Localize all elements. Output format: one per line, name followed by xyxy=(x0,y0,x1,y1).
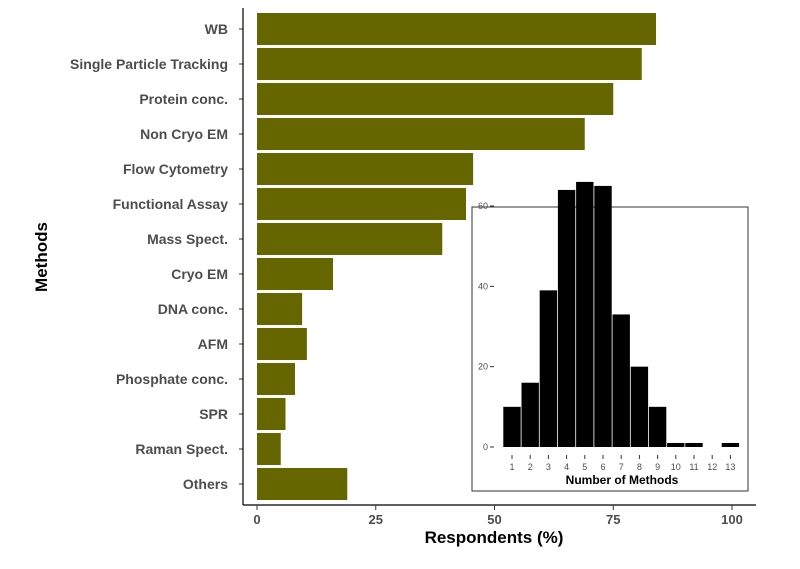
y-axis-title: Methods xyxy=(32,222,51,292)
category-label: Single Particle Tracking xyxy=(70,56,228,72)
bar xyxy=(257,153,474,185)
bar xyxy=(257,398,286,430)
histogram-bar xyxy=(521,382,539,447)
inset-x-tick-label: 5 xyxy=(582,462,587,472)
histogram-bar xyxy=(594,185,612,447)
inset-y-tick-label: 40 xyxy=(478,281,488,291)
category-label: Non Cryo EM xyxy=(140,126,228,142)
category-label: Phosphate conc. xyxy=(116,371,228,387)
category-label: DNA conc. xyxy=(158,301,228,317)
main-axes xyxy=(242,8,756,506)
inset-x-tick-label: 12 xyxy=(707,462,717,472)
x-axis-title: Respondents (%) xyxy=(425,528,564,547)
category-label: Mass Spect. xyxy=(147,231,228,247)
histogram-bar xyxy=(557,189,576,447)
main-bar-group xyxy=(257,13,656,500)
inset-x-tick-label: 13 xyxy=(725,462,735,472)
bar xyxy=(257,188,466,220)
bar xyxy=(257,363,295,395)
category-label: Raman Spect. xyxy=(135,441,228,457)
inset-y-tick-group: 0 20 40 60 xyxy=(478,201,494,452)
category-label-group: WB Single Particle Tracking Protein conc. N… xyxy=(70,21,243,492)
x-tick-label: 75 xyxy=(606,512,620,527)
inset-y-tick-label: 0 xyxy=(483,442,488,452)
x-tick-label: 50 xyxy=(487,512,501,527)
bar xyxy=(257,118,585,150)
x-tick-label: 0 xyxy=(253,512,260,527)
histogram-bar xyxy=(539,290,558,447)
category-label: Functional Assay xyxy=(113,196,229,212)
bar xyxy=(257,48,642,80)
x-tick-label: 25 xyxy=(369,512,383,527)
inset-x-tick-label: 10 xyxy=(671,462,681,472)
histogram-bar xyxy=(648,406,667,447)
inset-x-tick-label: 1 xyxy=(509,462,514,472)
bar xyxy=(257,293,303,325)
inset-x-tick-label: 3 xyxy=(546,462,551,472)
bar xyxy=(257,223,443,255)
inset-x-tick-label: 2 xyxy=(528,462,533,472)
inset-y-tick-label: 60 xyxy=(478,201,488,211)
bar xyxy=(257,258,333,290)
inset-x-tick-label: 6 xyxy=(600,462,605,472)
inset-x-tick-label: 8 xyxy=(637,462,642,472)
bar xyxy=(257,468,348,500)
category-label: Protein conc. xyxy=(139,91,228,107)
x-tick-label: 100 xyxy=(721,512,743,527)
inset-x-tick-label: 7 xyxy=(619,462,624,472)
inset-bar-group xyxy=(503,181,740,447)
histogram-bar xyxy=(721,442,740,447)
histogram-bar xyxy=(503,406,521,447)
histogram-bar xyxy=(576,181,594,447)
category-label: SPR xyxy=(199,406,228,422)
bar xyxy=(257,83,614,115)
bar xyxy=(257,433,281,465)
bar xyxy=(257,13,656,45)
inset-x-tick-label: 11 xyxy=(689,462,698,472)
inset-x-tick-label: 4 xyxy=(564,462,569,472)
inset-y-tick-label: 20 xyxy=(478,362,488,372)
inset-x-tick-group: 1 2 3 4 5 6 7 8 9 10 11 12 13 xyxy=(509,455,735,472)
inset-x-tick-label: 9 xyxy=(655,462,660,472)
x-tick-group: 0 25 50 75 100 xyxy=(253,505,743,527)
histogram-bar xyxy=(630,366,649,447)
category-label: Others xyxy=(183,476,228,492)
category-label: Cryo EM xyxy=(171,266,228,282)
histogram-bar xyxy=(667,442,685,447)
histogram-bar xyxy=(612,314,630,447)
category-label: AFM xyxy=(198,336,228,352)
inset-x-axis-title: Number of Methods xyxy=(566,473,679,487)
category-label: WB xyxy=(205,21,228,37)
histogram-bar xyxy=(685,442,703,447)
bar xyxy=(257,328,307,360)
category-label: Flow Cytometry xyxy=(123,161,228,177)
